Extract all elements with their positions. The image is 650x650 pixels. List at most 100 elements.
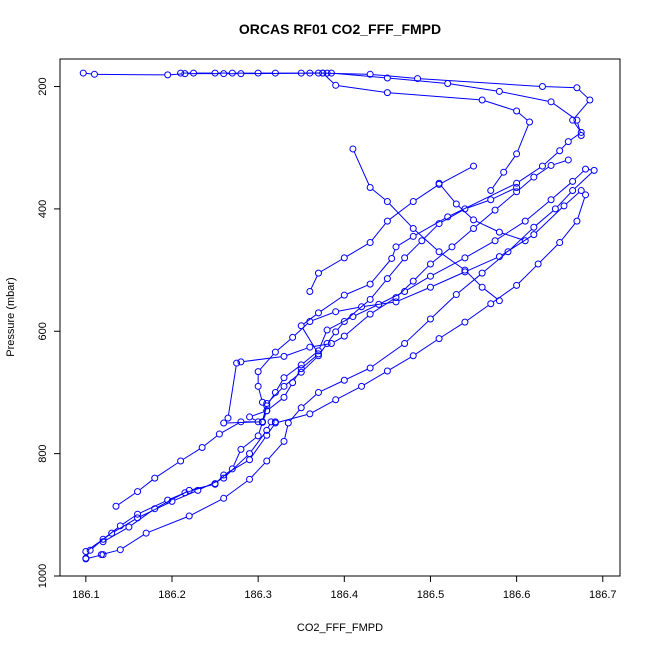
data-point (366, 295, 374, 303)
data-point (271, 418, 279, 426)
series-segment (561, 143, 567, 149)
data-point (426, 315, 434, 323)
data-point (306, 317, 314, 325)
data-point (79, 69, 87, 77)
data-point (220, 474, 228, 482)
series-segment (553, 103, 575, 119)
series-segment (328, 333, 335, 342)
data-point (470, 224, 478, 232)
data-point (224, 414, 232, 422)
data-point (112, 502, 120, 510)
x-tick-label: 186.6 (503, 589, 531, 601)
data-point (82, 555, 90, 563)
series-segment (251, 417, 256, 421)
data-point (237, 358, 245, 366)
data-point (280, 352, 288, 360)
series-segment (390, 77, 445, 84)
data-point (586, 96, 594, 104)
data-point (526, 118, 534, 126)
series-segment (338, 85, 385, 93)
series-segment (570, 133, 580, 141)
data-point (521, 217, 529, 225)
data-point (478, 96, 486, 104)
data-point (478, 269, 486, 277)
series-segment (363, 372, 386, 386)
data-point (452, 200, 460, 208)
data-point (530, 223, 538, 231)
data-point (297, 404, 305, 412)
series-segment (574, 172, 593, 189)
series-segment (258, 425, 263, 434)
series-segment (333, 337, 342, 343)
data-point (487, 187, 495, 195)
series-segment (536, 166, 549, 176)
series-segment (303, 352, 317, 364)
series-segment (122, 534, 144, 549)
series-segment (338, 387, 360, 399)
data-point (461, 254, 469, 262)
data-point (297, 69, 305, 77)
y-tick-label: 400 (37, 200, 49, 218)
data-point (82, 548, 90, 556)
series-segment (518, 167, 541, 182)
series-segment (493, 188, 515, 199)
data-point (444, 79, 452, 87)
series-segment (372, 344, 403, 367)
data-point (116, 546, 124, 554)
data-point (530, 173, 538, 181)
series-segment (561, 223, 576, 241)
series-segment (467, 200, 489, 209)
data-point (194, 486, 202, 494)
series-segment (497, 193, 515, 209)
data-point (478, 283, 486, 291)
series-segment (268, 388, 283, 402)
series-segment (574, 101, 589, 119)
data-point (323, 340, 331, 348)
data-point (332, 396, 340, 404)
series-segment (242, 437, 257, 448)
data-point (90, 70, 98, 78)
data-point (513, 107, 521, 115)
series-segment (467, 257, 497, 272)
data-point (530, 231, 538, 239)
series-segment (518, 112, 528, 121)
series-segment (303, 355, 317, 368)
series-segment (104, 549, 118, 555)
series-segment (284, 425, 289, 439)
data-point (306, 69, 314, 77)
y-tick-label: 800 (37, 444, 49, 462)
series-segment (319, 345, 326, 354)
data-point (366, 364, 374, 372)
series-segment (204, 435, 218, 447)
y-axis: 200 400 600 800 1000 (37, 77, 60, 588)
series-segment (139, 479, 153, 491)
series-segment (458, 274, 481, 294)
data-point (220, 494, 228, 502)
series-segment (105, 528, 127, 541)
series-segment (226, 460, 248, 474)
data-point (401, 287, 409, 295)
series-segment (225, 480, 248, 497)
data-point (392, 294, 400, 302)
series-segment (415, 339, 437, 355)
data-point (435, 335, 443, 343)
series-segment (252, 411, 265, 417)
series-segment (441, 253, 463, 269)
data-point (263, 431, 271, 439)
data-point (547, 98, 555, 106)
series-segment (492, 174, 503, 189)
data-point (254, 418, 262, 426)
series-segment (337, 323, 343, 330)
data-point (340, 332, 348, 340)
data-point (409, 232, 417, 240)
series-segment (433, 272, 463, 287)
data-point (573, 84, 581, 92)
series-segment (286, 347, 308, 356)
data-point (220, 70, 228, 78)
data-point (470, 216, 478, 224)
data-point (220, 419, 228, 427)
data-point (504, 248, 512, 256)
series-segment (364, 301, 394, 307)
series-segment (148, 516, 187, 533)
data-point (215, 430, 223, 438)
